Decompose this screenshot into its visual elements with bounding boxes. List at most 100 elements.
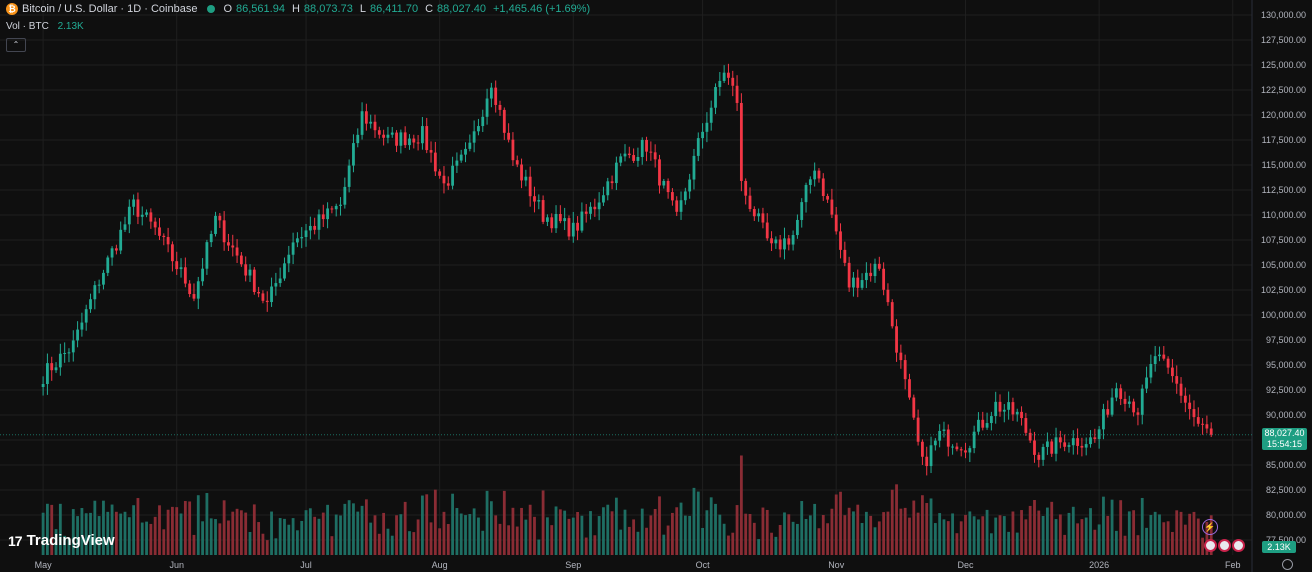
volume-legend[interactable]: Vol · BTC 2.13K — [6, 21, 84, 32]
volume-bar — [433, 489, 437, 555]
economic-events-icon[interactable] — [1204, 539, 1245, 552]
candle-body — [296, 238, 299, 243]
time-tick-label: Sep — [565, 560, 581, 570]
volume-bar — [696, 491, 700, 555]
candle-body — [671, 192, 674, 201]
time-tick-label: Oct — [696, 560, 711, 570]
volume-bar — [1188, 513, 1192, 555]
candle-body — [778, 239, 782, 250]
candle-body — [347, 165, 351, 187]
volume-bar — [602, 507, 605, 555]
candle-body — [446, 183, 450, 186]
volume-bar — [356, 511, 360, 555]
volume-bar — [964, 514, 967, 555]
candle-body — [912, 397, 916, 418]
candle-body — [1050, 441, 1054, 454]
volume-bar — [214, 519, 217, 555]
volume-bar — [735, 505, 739, 555]
volume-bar — [1007, 531, 1011, 555]
candle-body — [770, 238, 773, 244]
collapse-legend-button[interactable]: ⌃ — [6, 38, 26, 52]
change-value: +1,465.46 (+1.69%) — [492, 3, 591, 15]
volume-bar — [274, 538, 278, 555]
time-axis[interactable]: May Jun Jul Aug Sep Oct Nov Dec 2026 Feb — [35, 560, 1241, 570]
settings-icon[interactable] — [1282, 559, 1293, 570]
candle-body — [58, 353, 62, 368]
volume-bar — [761, 507, 765, 555]
candle-body — [76, 329, 79, 341]
candle-body — [80, 322, 84, 330]
candle-body — [390, 132, 394, 135]
price-tick-label: 102,500.00 — [1261, 285, 1306, 295]
time-tick-label: Dec — [958, 560, 975, 570]
volume-bar — [278, 518, 282, 555]
candle-body — [1171, 367, 1174, 377]
candle-body — [938, 430, 942, 441]
volume-bar — [576, 511, 579, 555]
candle-body — [373, 121, 377, 131]
candle-body — [718, 80, 722, 88]
volume-bar — [343, 503, 347, 555]
price-tick-label: 80,000.00 — [1266, 510, 1306, 520]
candle-body — [968, 448, 972, 453]
volume-bar — [205, 493, 209, 555]
candle-body — [140, 214, 144, 217]
candle-body — [416, 142, 420, 144]
candle-body — [709, 107, 713, 123]
volume-bar — [800, 501, 804, 555]
candle-body — [1028, 432, 1032, 441]
candle-body — [942, 429, 946, 431]
candle-body — [106, 257, 110, 273]
candle-body — [783, 238, 786, 250]
volume-bar — [834, 494, 838, 555]
volume-bar — [813, 503, 817, 555]
volume-bar — [1058, 514, 1062, 555]
volume-bar — [1110, 499, 1114, 555]
volume-bar — [110, 504, 114, 555]
volume-bar — [192, 534, 196, 555]
last-price-tag: 88,027.40 15:54:15 — [1262, 428, 1307, 450]
volume-bar — [300, 520, 304, 555]
volume-bar — [614, 497, 618, 555]
volume-bar — [981, 516, 985, 555]
volume-bar — [1162, 522, 1166, 555]
candle-body — [283, 263, 286, 279]
lightning-icon[interactable]: ⚡ — [1202, 519, 1218, 535]
candle-body — [257, 292, 261, 294]
candle-body — [705, 122, 709, 132]
volume-bar — [429, 522, 433, 555]
price-axis[interactable]: 130,000.00 127,500.00 125,000.00 122,500.00… — [1251, 0, 1306, 572]
symbol-legend[interactable]: ₿ Bitcoin / U.S. Dollar · 1D · Coinbase … — [6, 3, 593, 15]
candle-body — [84, 309, 88, 323]
volume-bar — [860, 522, 864, 555]
candle-body — [145, 212, 148, 215]
candle-body — [520, 164, 523, 181]
candle-body — [791, 235, 795, 245]
candle-body — [959, 449, 963, 451]
candle-body — [1054, 437, 1058, 454]
symbol-title[interactable]: Bitcoin / U.S. Dollar · 1D · Coinbase — [22, 3, 198, 15]
candle-body — [1097, 429, 1101, 439]
volume-bar — [580, 515, 584, 555]
volume-bar — [1183, 524, 1187, 555]
volume-bar — [252, 504, 256, 555]
candle-body — [903, 360, 907, 380]
volume-bar — [511, 507, 515, 555]
volume-bar — [804, 518, 808, 555]
open-label: O — [223, 3, 233, 15]
volume-bar — [877, 521, 881, 555]
candle-body — [274, 283, 278, 287]
candle-body — [972, 431, 976, 449]
candle-body — [662, 180, 666, 186]
candle-body — [179, 267, 183, 270]
candle-body — [1102, 409, 1105, 430]
volume-bar — [1153, 511, 1157, 555]
candle-body — [468, 142, 472, 149]
volume-bar — [727, 535, 730, 555]
candle-body — [485, 98, 489, 117]
close-value: 88,027.40 — [437, 3, 486, 15]
tradingview-logo[interactable]: 17 TradingView — [8, 532, 115, 549]
us-flag-icon — [1218, 539, 1231, 552]
candle-body — [864, 272, 868, 281]
